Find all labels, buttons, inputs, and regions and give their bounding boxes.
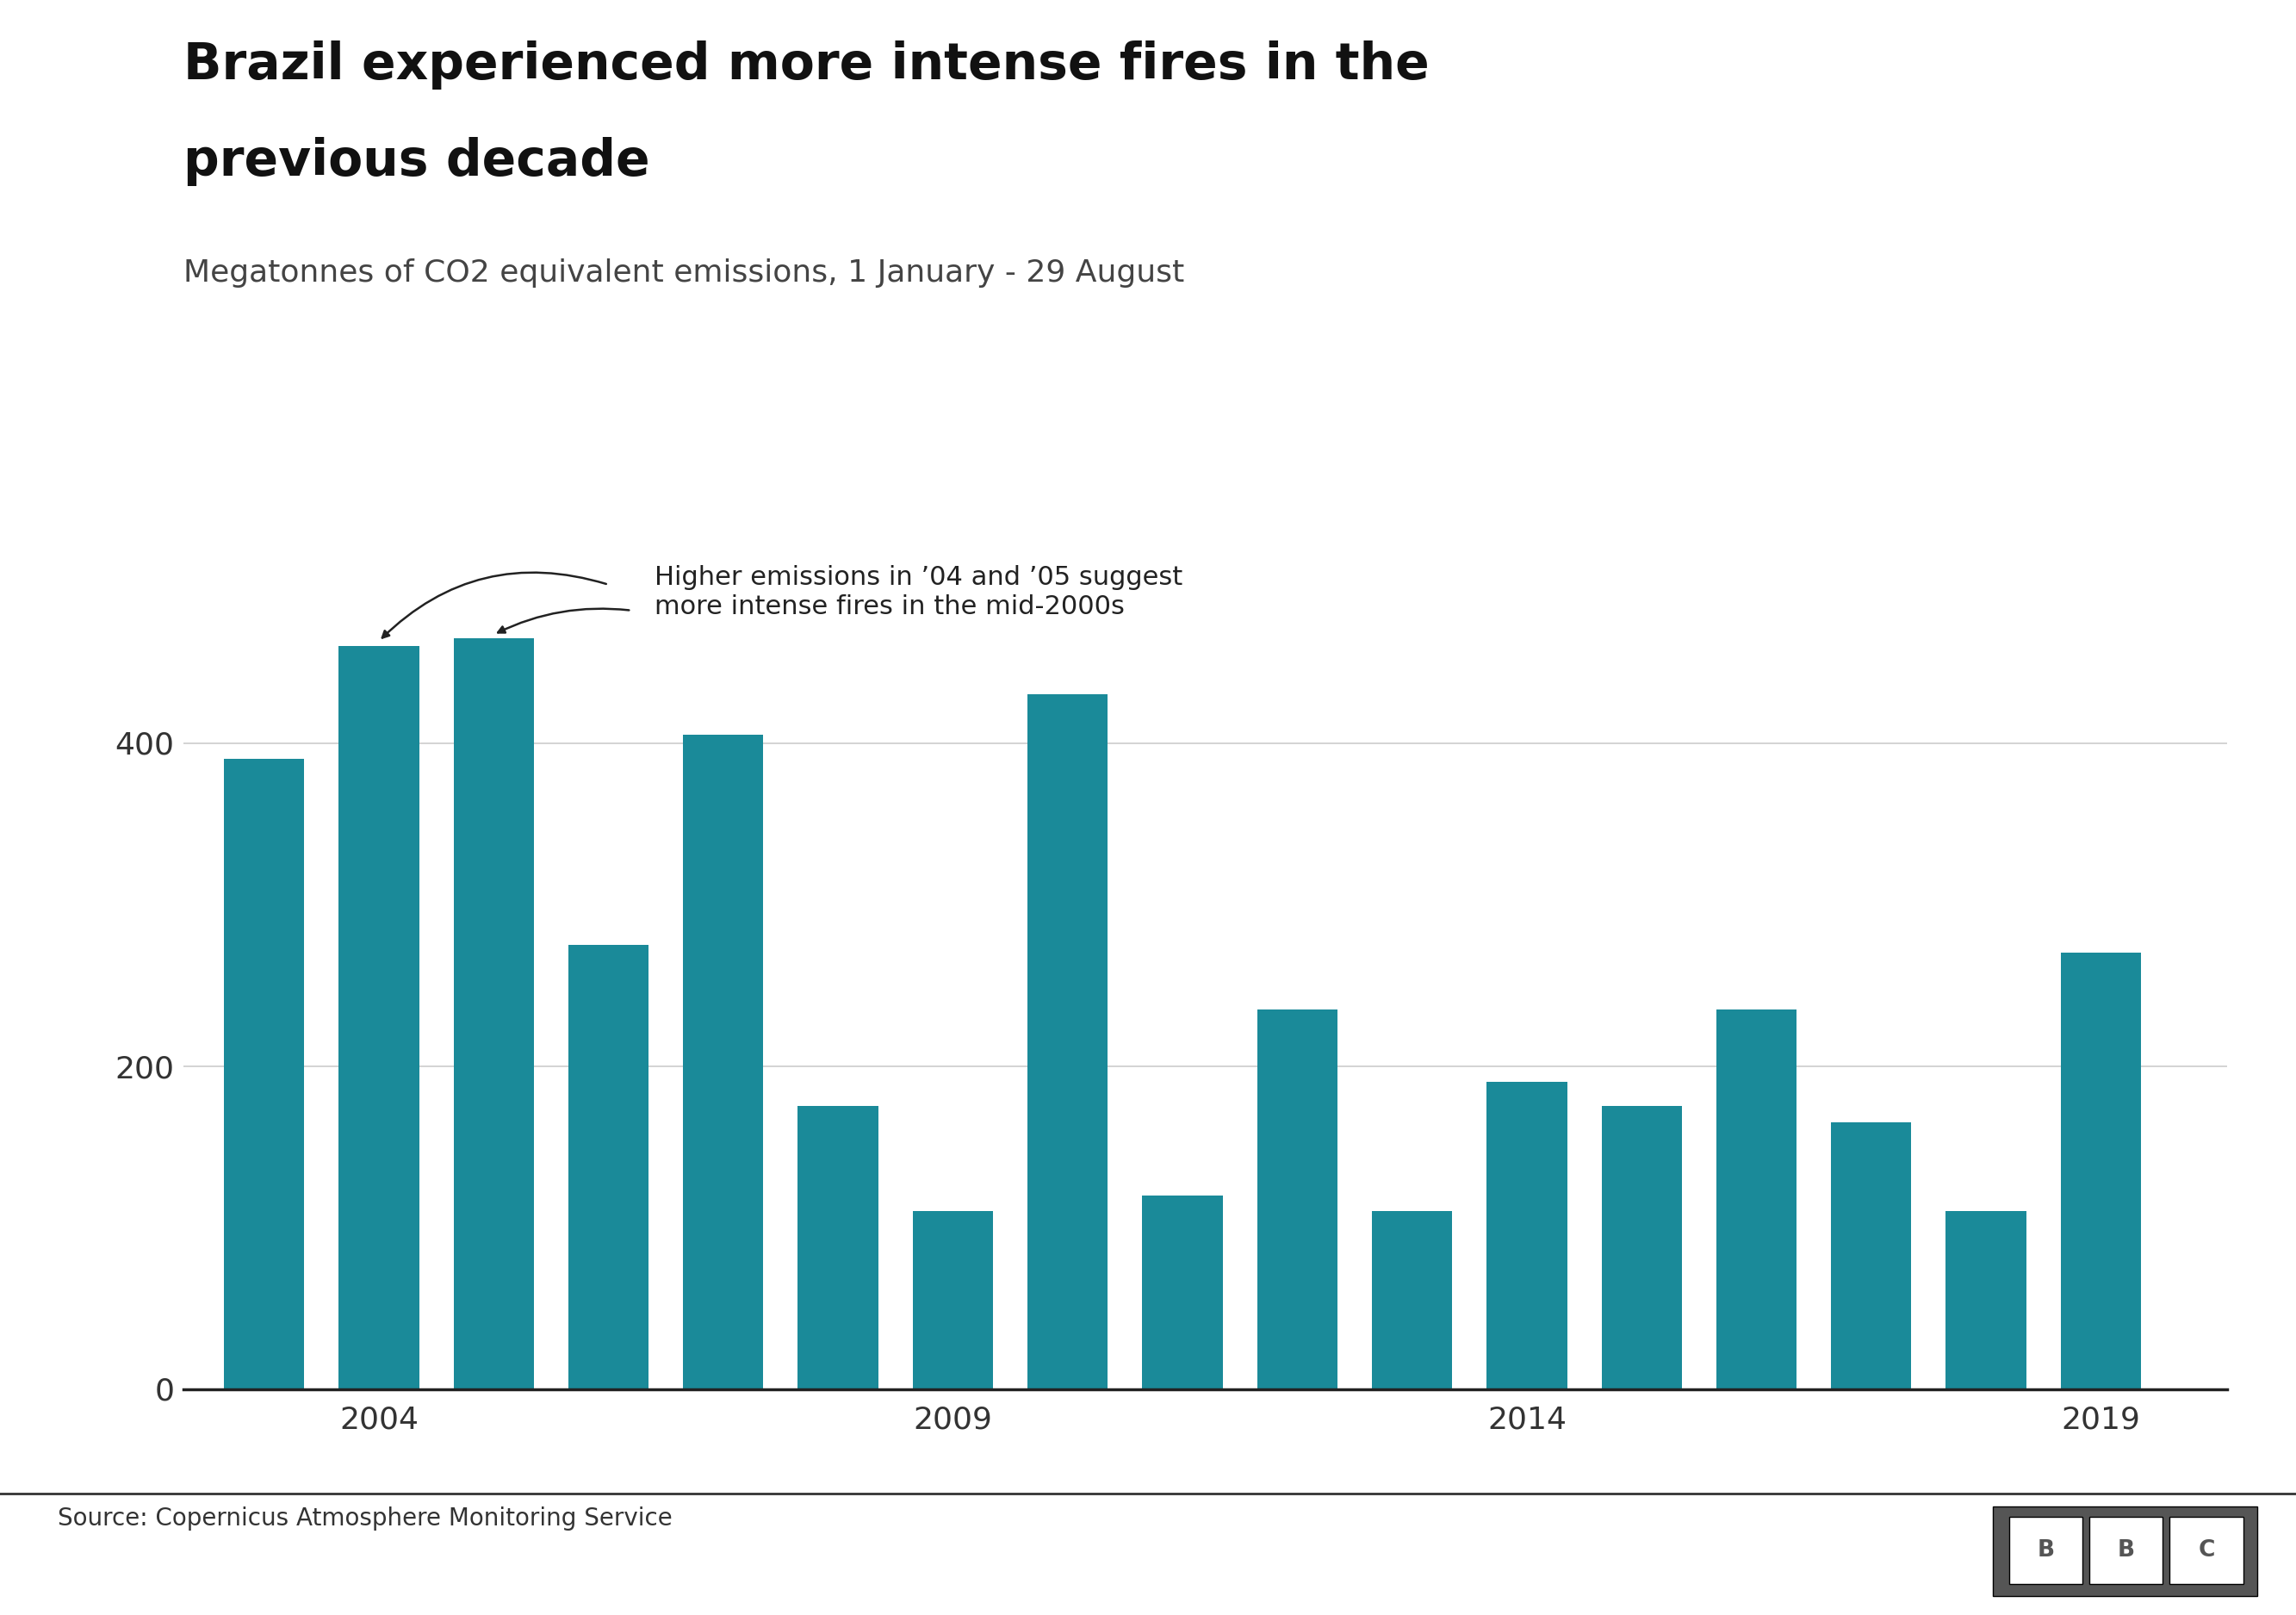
Bar	[1488, 1082, 1568, 1389]
Text: B: B	[2117, 1539, 2135, 1562]
Text: Brazil experienced more intense fires in the: Brazil experienced more intense fires in…	[184, 40, 1430, 89]
Text: B: B	[2037, 1539, 2055, 1562]
Text: Megatonnes of CO2 equivalent emissions, 1 January - 29 August: Megatonnes of CO2 equivalent emissions, …	[184, 258, 1185, 287]
Bar	[914, 1211, 994, 1389]
Bar	[1258, 1009, 1339, 1389]
Text: Source: Copernicus Atmosphere Monitoring Service: Source: Copernicus Atmosphere Monitoring…	[57, 1507, 673, 1531]
Bar	[684, 735, 765, 1389]
Bar	[569, 945, 650, 1389]
Bar	[2062, 953, 2142, 1389]
Bar	[1603, 1106, 1683, 1389]
Bar	[1947, 1211, 2027, 1389]
Bar	[1832, 1122, 1913, 1389]
Bar	[1371, 1211, 1453, 1389]
Text: Higher emissions in ’04 and ’05 suggest
more intense fires in the mid-2000s: Higher emissions in ’04 and ’05 suggest …	[654, 565, 1182, 619]
Bar	[797, 1106, 879, 1389]
Bar	[340, 646, 420, 1389]
Bar	[1717, 1009, 1798, 1389]
Bar	[455, 638, 535, 1389]
Text: C: C	[2197, 1539, 2216, 1562]
Bar	[1029, 694, 1109, 1389]
Bar	[223, 759, 305, 1389]
Bar	[1143, 1195, 1224, 1389]
Text: previous decade: previous decade	[184, 137, 650, 186]
